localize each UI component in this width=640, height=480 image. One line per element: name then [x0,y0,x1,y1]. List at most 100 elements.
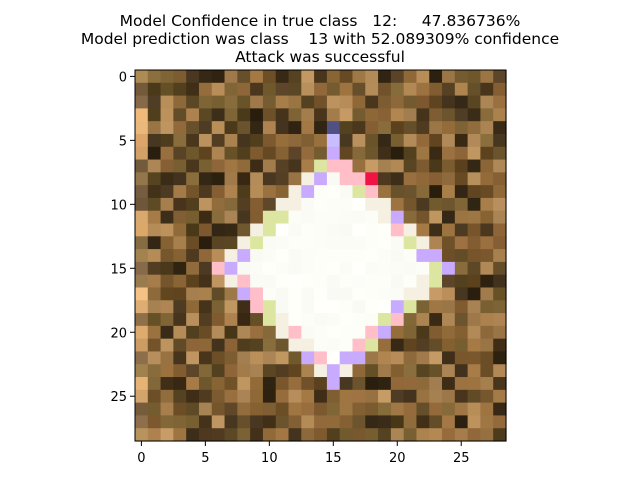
pixel [135,389,149,404]
pixel [224,300,238,314]
pixel [454,197,469,212]
pixel [390,313,405,327]
pixel [454,300,469,314]
pixel [147,210,162,225]
pixel [390,415,405,429]
pixel [403,313,418,327]
pixel [237,325,251,340]
pixel [454,95,469,109]
pixel [326,185,341,199]
pixel [378,210,392,225]
axes-frame [134,69,507,442]
pixel [186,197,200,212]
pixel [186,389,200,404]
pixel [186,249,200,263]
pixel [173,95,187,109]
pixel [198,351,213,365]
x-tick-label: 0 [137,451,145,466]
pixel [352,185,366,199]
pixel [339,159,354,173]
pixel [198,236,213,250]
pixel [301,249,315,263]
pixel [160,146,174,161]
pixel [378,364,392,378]
pixel [365,287,379,301]
x-tick-label: 20 [389,451,406,466]
pixel [390,364,405,378]
pixel [288,274,302,289]
pixel [365,364,379,378]
pixel [378,95,392,109]
pixel [403,146,418,161]
pixel [211,287,226,301]
pixel [288,351,302,365]
pixel [416,415,430,429]
pixel [326,172,341,186]
pixel [198,159,213,173]
pixel [378,108,392,122]
pixel [237,377,251,391]
pixel [224,70,238,84]
pixel [454,133,469,148]
pixel [480,338,494,353]
pixel [147,338,162,353]
pixel [442,415,456,429]
pixel [429,82,443,97]
pixel [288,364,302,378]
pixel [429,172,443,186]
pixel [186,415,200,429]
pixel [365,121,379,135]
pixel [416,236,430,250]
pixel [314,133,328,148]
pixel [173,428,187,442]
y-axis: 0 5 10 15 20 25 [110,70,135,405]
pixel [198,364,213,378]
title-line-prediction: Model prediction was class 13 with 52.08… [80,30,560,48]
pixel [301,377,315,391]
pixel [314,236,328,250]
pixel [314,313,328,327]
x-tick-label: 25 [453,451,470,466]
pixel [403,402,418,417]
pixel [365,159,379,173]
pixel [275,249,290,263]
title-line-confidence: Model Confidence in true class 12: 47.83… [119,12,521,30]
pixel [416,287,430,301]
pixel [339,415,354,429]
pixel [352,133,366,148]
pixel [237,402,251,417]
pixel [416,377,430,391]
pixel [237,313,251,327]
pixel [173,133,187,148]
pixel [365,146,379,161]
pixel [173,108,187,122]
pixel [378,197,392,212]
pixel [186,274,200,289]
pixel [301,402,315,417]
pixel [275,300,290,314]
pixel [493,338,507,353]
pixel [416,313,430,327]
pixel [326,95,341,109]
pixel [288,377,302,391]
pixel [390,223,405,237]
pixel [314,82,328,97]
pixel [173,389,187,404]
pixel [480,197,494,212]
pixel [135,133,149,148]
pixel [198,223,213,237]
pixel [275,197,290,212]
pixel [467,82,482,97]
pixel [186,121,200,135]
pixel [416,274,430,289]
pixel [301,364,315,378]
pixel [416,351,430,365]
pixel [467,197,482,212]
x-axis: 0 5 10 15 20 25 [137,441,469,466]
pixel [454,338,469,353]
pixel [390,133,405,148]
pixel [147,415,162,429]
pixel [480,133,494,148]
figure-title: Model Confidence in true class 12: 47.83… [0,12,640,66]
y-tick-label: 25 [110,390,127,405]
